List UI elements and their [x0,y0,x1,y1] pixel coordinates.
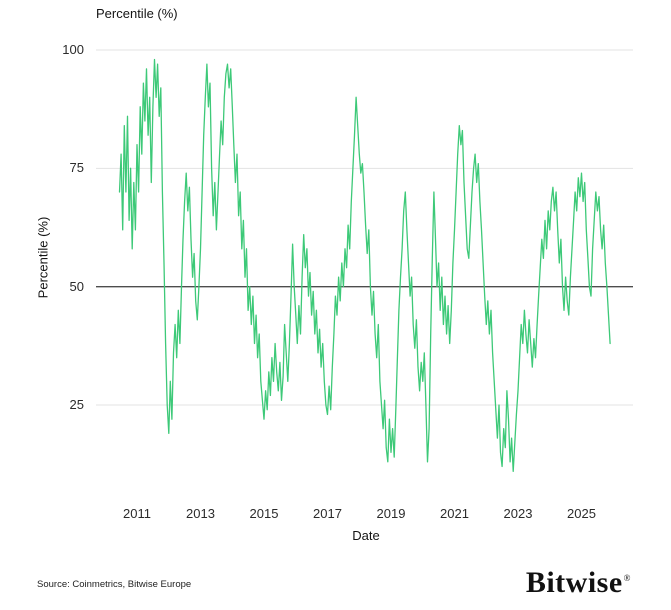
registered-trademark-icon: ® [623,573,631,583]
x-tick-label-2019: 2019 [376,506,406,521]
x-tick-label-2021: 2021 [440,506,469,521]
y-tick-label-25: 25 [69,397,84,412]
y-tick-label-75: 75 [69,160,84,176]
chart-title: Percentile (%) [96,6,178,21]
y-tick-label-50: 50 [69,278,84,294]
x-tick-label-2023: 2023 [503,506,533,521]
y-tick-label-100: 100 [62,42,84,57]
x-axis-title: Date [352,528,380,543]
source-note: Source: Coinmetrics, Bitwise Europe [37,579,192,590]
bitwise-logo: Bitwise® [526,566,631,600]
x-tick-label-2013: 2013 [186,506,215,521]
x-tick-label-2017: 2017 [313,506,342,521]
x-tick-label-2011: 2011 [123,506,151,521]
x-tick-label-2015: 2015 [249,506,279,521]
bitwise-wordmark: Bitwise [525,566,623,599]
x-tick-label-2025: 2025 [567,506,596,521]
percentile-series-line [118,58,611,472]
